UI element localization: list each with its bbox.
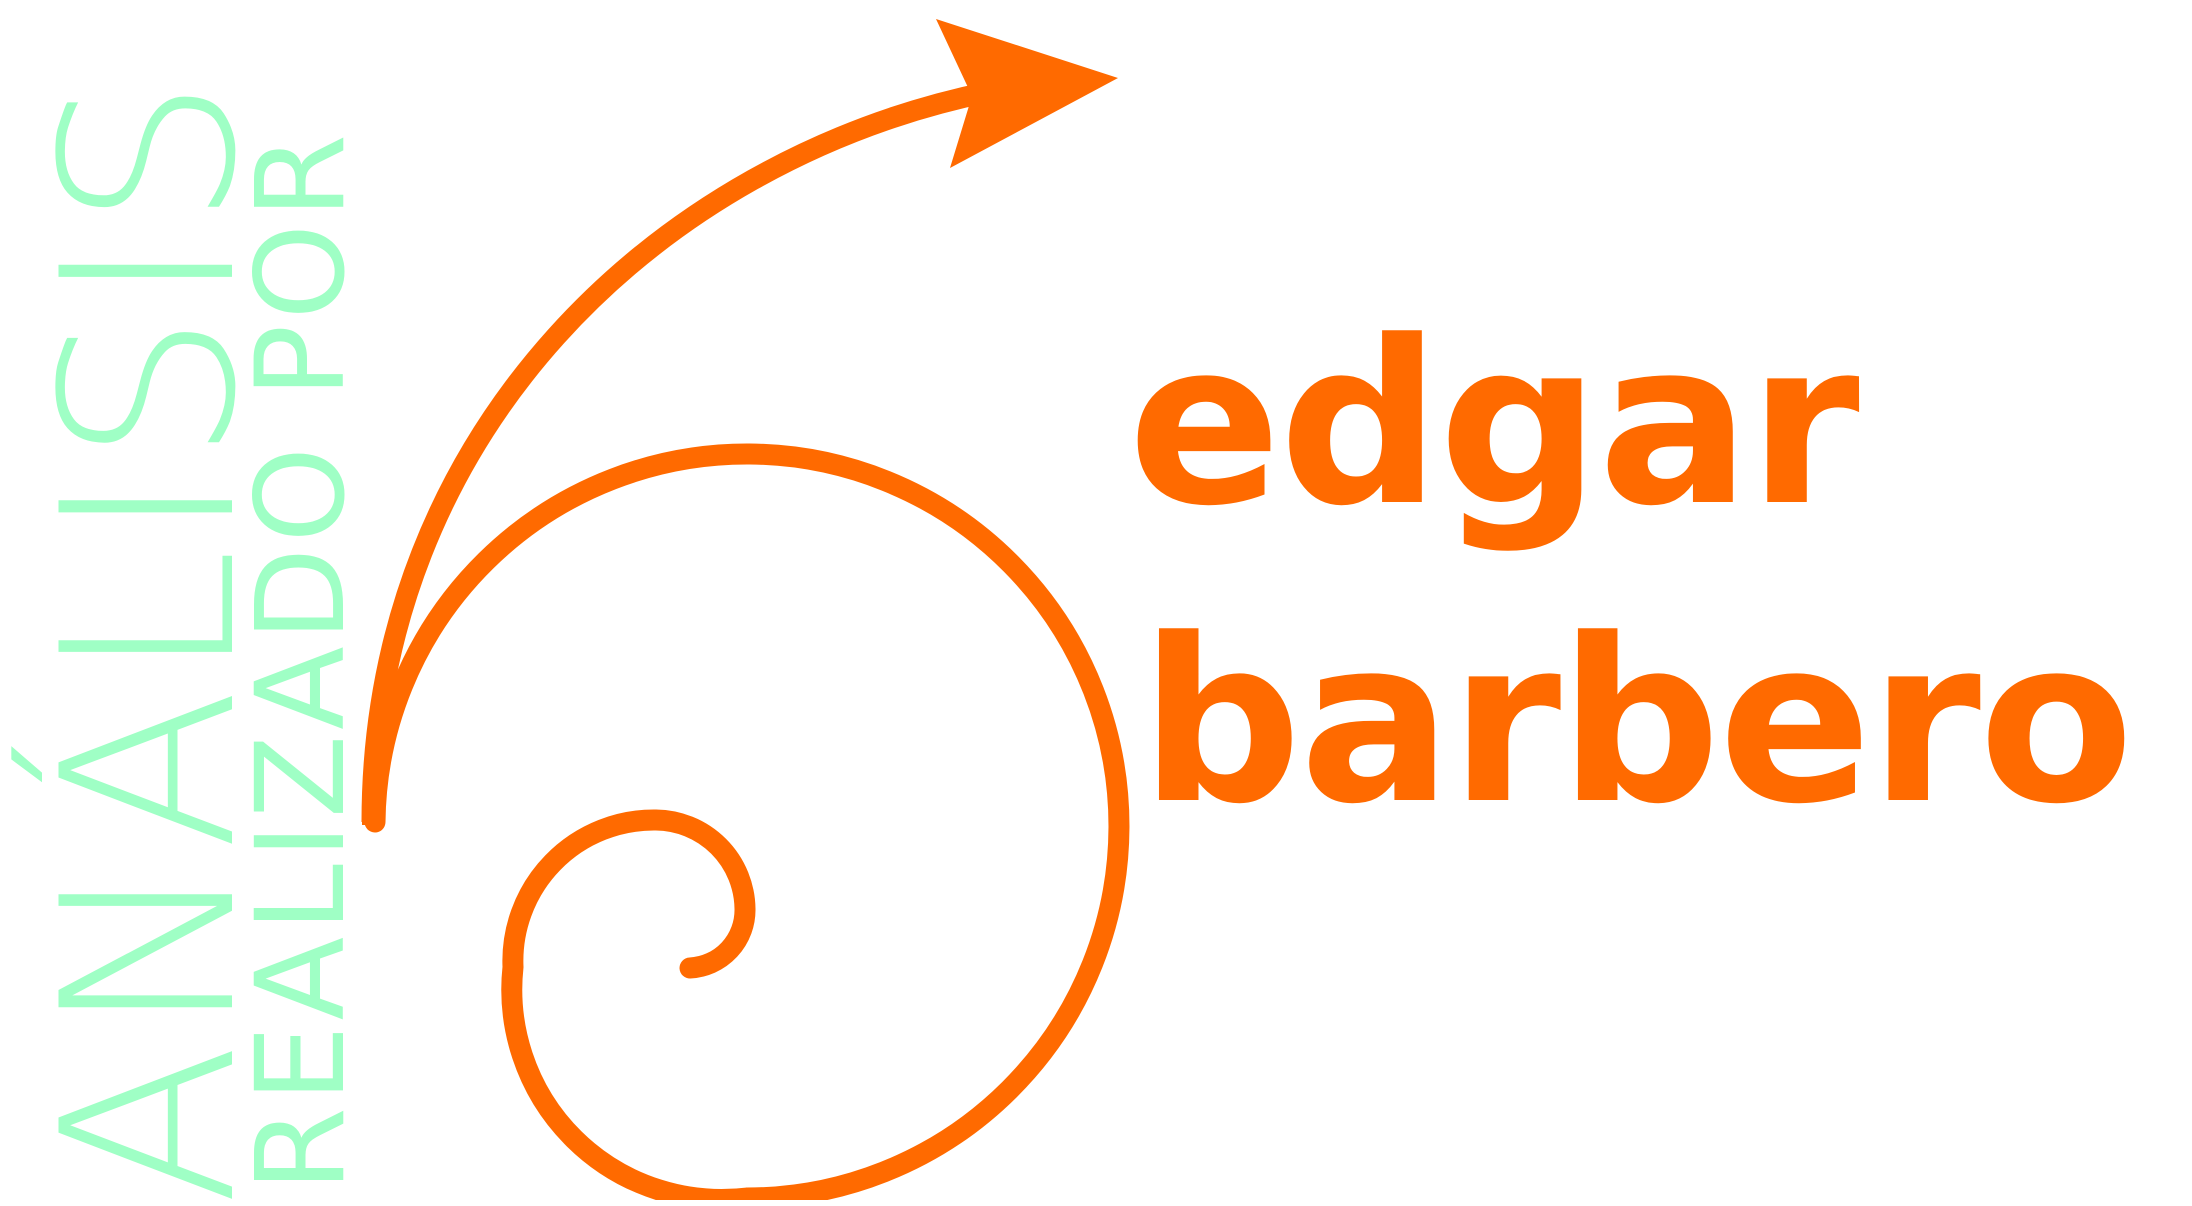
arrow-head: [936, 19, 1118, 168]
name-last: barbero: [1140, 591, 2134, 854]
arrow-curve: [361, 81, 991, 823]
name-first: edgar: [1128, 293, 1860, 556]
spiral-curve: [364, 443, 1130, 1200]
